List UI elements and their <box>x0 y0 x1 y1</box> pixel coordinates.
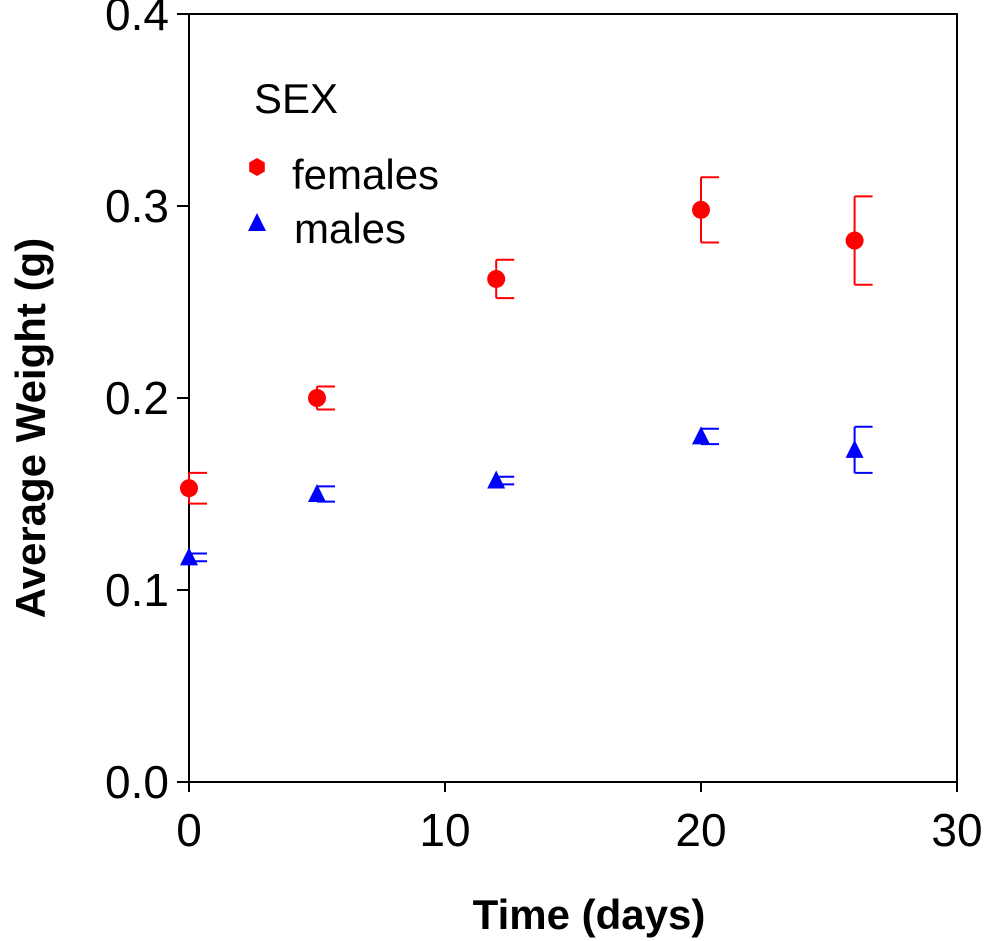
data-point <box>308 389 326 407</box>
x-tick-label: 10 <box>419 804 470 856</box>
y-tick-label: 0.0 <box>105 756 169 808</box>
plot-frame <box>188 13 958 783</box>
data-point <box>845 439 864 458</box>
data-point <box>180 547 198 566</box>
data-point <box>487 470 506 489</box>
series-females <box>180 176 873 505</box>
y-tick-label: 0.1 <box>105 564 169 616</box>
data-point <box>845 231 864 250</box>
data-point <box>692 426 710 445</box>
data-point <box>180 479 198 498</box>
y-axis-title: Average Weight (g) <box>7 238 54 618</box>
x-axis-title: Time (days) <box>473 891 706 938</box>
data-point <box>487 269 506 288</box>
legend-label-males: males <box>294 205 406 252</box>
data-marks <box>180 176 873 566</box>
series-males <box>180 425 873 566</box>
x-tick-label: 20 <box>675 804 726 856</box>
y-tick-label: 0.4 <box>105 0 169 40</box>
legend: SEX females males <box>248 75 439 252</box>
y-tick-label: 0.2 <box>105 372 169 424</box>
axis-ticks: 0.0 0.1 0.2 0.3 0.4 0 10 20 30 <box>105 0 983 856</box>
x-tick-label: 0 <box>176 804 202 856</box>
y-tick-label: 0.3 <box>105 180 169 232</box>
data-point <box>692 200 710 219</box>
legend-label-females: females <box>292 151 439 198</box>
legend-marker-females <box>249 158 265 176</box>
x-tick-label: 30 <box>931 804 982 856</box>
data-point <box>308 484 326 502</box>
legend-title: SEX <box>254 75 338 122</box>
legend-marker-males <box>248 213 266 231</box>
